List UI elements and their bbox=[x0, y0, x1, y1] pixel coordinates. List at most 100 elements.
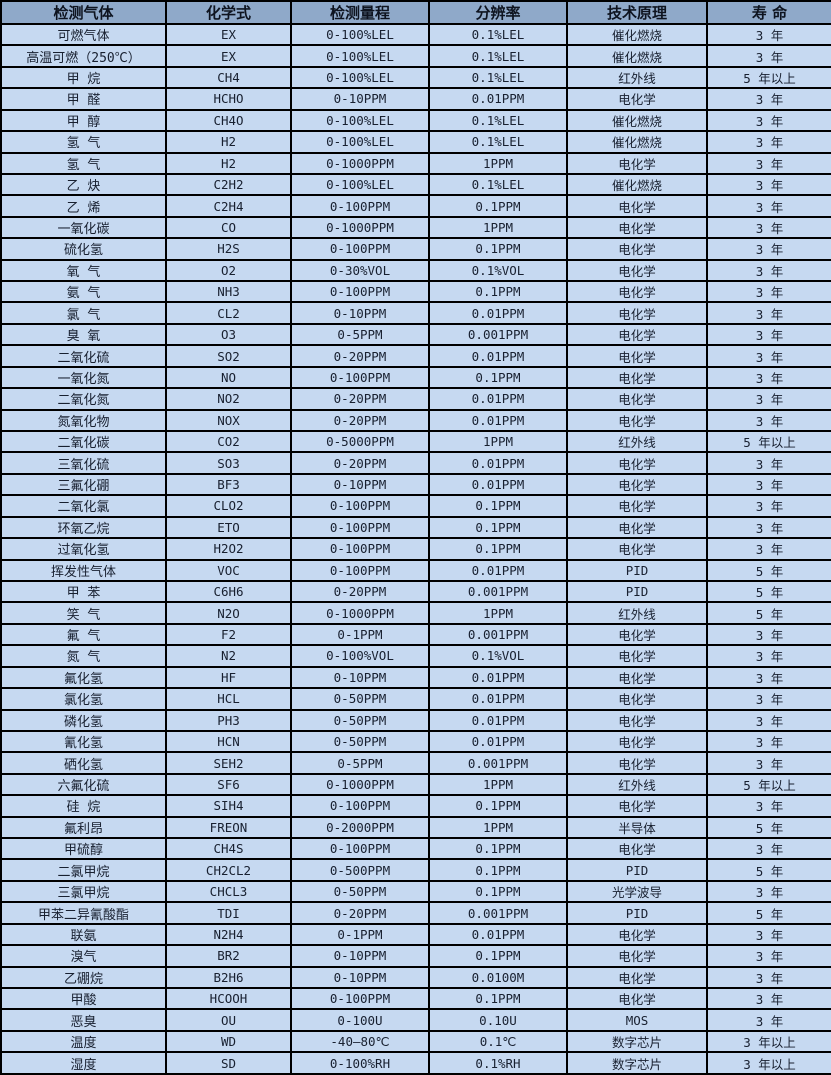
column-header: 技术原理 bbox=[566, 0, 708, 25]
table-cell: PID bbox=[566, 579, 708, 604]
table-cell: 甲 醛 bbox=[0, 87, 167, 111]
table-cell: 高温可燃（250℃） bbox=[0, 44, 167, 68]
table-cell: 0-50PPM bbox=[290, 708, 430, 732]
table-cell: 0-50PPM bbox=[290, 729, 430, 754]
table-cell: 氟 气 bbox=[0, 622, 167, 647]
table-cell: CO bbox=[165, 215, 292, 240]
table-cell: 0.1PPM bbox=[428, 280, 568, 304]
table-cell: 电化学 bbox=[566, 87, 708, 111]
table-row: 氟 气 F2 0-1PPM 0.001PPM 电化学 3 年 bbox=[0, 622, 831, 647]
table-cell: 0-100PPM bbox=[290, 194, 430, 218]
table-cell: 0-100PPM bbox=[290, 558, 430, 582]
table-cell: 0-100U bbox=[290, 1008, 430, 1032]
table-row: 臭 氧 O3 0-5PPM 0.001PPM 电化学 3 年 bbox=[0, 322, 831, 347]
table-row: 氯化氢 HCL 0-50PPM 0.01PPM 电化学 3 年 bbox=[0, 687, 831, 711]
table-cell: 0-10PPM bbox=[290, 665, 430, 690]
table-cell: 电化学 bbox=[566, 751, 708, 775]
table-row: 可燃气体 EX 0-100%LEL 0.1%LEL 催化燃烧 3 年 bbox=[0, 22, 831, 47]
table-cell: 3 年 bbox=[706, 22, 831, 47]
table-cell: 0-100%LEL bbox=[290, 44, 430, 68]
table-cell: 0-100%RH bbox=[290, 1051, 430, 1075]
table-cell: 0-100%LEL bbox=[290, 130, 430, 154]
table-cell: 氟化氢 bbox=[0, 665, 167, 690]
table-cell: H2 bbox=[165, 151, 292, 175]
table-cell: 3 年 bbox=[706, 44, 831, 68]
table-cell: 0-20PPM bbox=[290, 408, 430, 433]
table-cell: 0-5PPM bbox=[290, 751, 430, 775]
table-cell: 电化学 bbox=[566, 151, 708, 175]
table-cell: 0.01PPM bbox=[428, 708, 568, 732]
table-cell: SIH4 bbox=[165, 794, 292, 818]
table-cell: 0.01PPM bbox=[428, 301, 568, 325]
table-cell: TDI bbox=[165, 901, 292, 925]
table-cell: 电化学 bbox=[566, 965, 708, 990]
table-cell: 3 年 bbox=[706, 130, 831, 154]
table-cell: 六氟化硫 bbox=[0, 772, 167, 797]
table-cell: H2O2 bbox=[165, 537, 292, 561]
table-cell: SO3 bbox=[165, 451, 292, 475]
table-row: 三氟化硼 BF3 0-10PPM 0.01PPM 电化学 3 年 bbox=[0, 472, 831, 497]
table-cell: FREON bbox=[165, 815, 292, 840]
table-row: 甲 醛 HCHO 0-10PPM 0.01PPM 电化学 3 年 bbox=[0, 87, 831, 111]
table-row: 氮 气 N2 0-100%VOL 0.1%VOL 电化学 3 年 bbox=[0, 644, 831, 668]
table-cell: 3 年 bbox=[706, 108, 831, 133]
table-cell: 挥发性气体 bbox=[0, 558, 167, 582]
table-cell: H2 bbox=[165, 130, 292, 154]
table-cell: 0-5PPM bbox=[290, 322, 430, 347]
table-cell: 二氧化碳 bbox=[0, 429, 167, 454]
table-cell: 电化学 bbox=[566, 922, 708, 947]
table-row: 甲 烷 CH4 0-100%LEL 0.1%LEL 红外线 5 年以上 bbox=[0, 65, 831, 90]
table-cell: 二氯甲烷 bbox=[0, 858, 167, 882]
table-cell: 甲酸 bbox=[0, 986, 167, 1011]
table-cell: 三氧化硫 bbox=[0, 451, 167, 475]
table-cell: 甲硫醇 bbox=[0, 837, 167, 861]
table-cell: 电化学 bbox=[566, 687, 708, 711]
table-cell: 电化学 bbox=[566, 472, 708, 497]
table-cell: CL2 bbox=[165, 301, 292, 325]
table-cell: 电化学 bbox=[566, 794, 708, 818]
table-cell: 0-1000PPM bbox=[290, 215, 430, 240]
table-cell: 电化学 bbox=[566, 194, 708, 218]
table-cell: 1PPM bbox=[428, 151, 568, 175]
table-cell: 催化燃烧 bbox=[566, 130, 708, 154]
table-cell: 电化学 bbox=[566, 322, 708, 347]
table-cell: EX bbox=[165, 44, 292, 68]
table-cell: CHCL3 bbox=[165, 879, 292, 904]
table-cell: 红外线 bbox=[566, 429, 708, 454]
table-cell: 笑 气 bbox=[0, 601, 167, 625]
table-row: 高温可燃（250℃） EX 0-100%LEL 0.1%LEL 催化燃烧 3 年 bbox=[0, 44, 831, 68]
table-cell: 电化学 bbox=[566, 944, 708, 968]
table-cell: 0.1PPM bbox=[428, 879, 568, 904]
table-cell: HCN bbox=[165, 729, 292, 754]
table-cell: 3 年 bbox=[706, 172, 831, 197]
table-cell: 0-100%LEL bbox=[290, 108, 430, 133]
table-cell: 乙 炔 bbox=[0, 172, 167, 197]
table-cell: 0-1PPM bbox=[290, 622, 430, 647]
table-cell: 0.01PPM bbox=[428, 451, 568, 475]
table-row: 氧 气 O2 0-30%VOL 0.1%VOL 电化学 3 年 bbox=[0, 258, 831, 283]
table-cell: 氮氧化物 bbox=[0, 408, 167, 433]
table-row: 湿度 SD 0-100%RH 0.1%RH 数字芯片 3 年以上 bbox=[0, 1051, 831, 1075]
table-cell: OU bbox=[165, 1008, 292, 1032]
table-cell: 电化学 bbox=[566, 708, 708, 732]
table-cell: 0-100%LEL bbox=[290, 22, 430, 47]
table-cell: 1PPM bbox=[428, 215, 568, 240]
table-cell: PID bbox=[566, 901, 708, 925]
table-row: 笑 气 N2O 0-1000PPM 1PPM 红外线 5 年 bbox=[0, 601, 831, 625]
table-cell: 催化燃烧 bbox=[566, 44, 708, 68]
table-cell: 催化燃烧 bbox=[566, 22, 708, 47]
table-cell: 0.1%LEL bbox=[428, 108, 568, 133]
table-cell: 乙 烯 bbox=[0, 194, 167, 218]
table-cell: HF bbox=[165, 665, 292, 690]
table-cell: 0.10U bbox=[428, 1008, 568, 1032]
table-cell: 硅 烷 bbox=[0, 794, 167, 818]
table-cell: 0-10PPM bbox=[290, 944, 430, 968]
table-cell: 甲 醇 bbox=[0, 108, 167, 133]
table-cell: SO2 bbox=[165, 344, 292, 368]
table-cell: 0-20PPM bbox=[290, 901, 430, 925]
table-cell: CH2CL2 bbox=[165, 858, 292, 882]
table-cell: 光学波导 bbox=[566, 879, 708, 904]
table-cell: 3 年 bbox=[706, 344, 831, 368]
table-cell: 0-1000PPM bbox=[290, 151, 430, 175]
